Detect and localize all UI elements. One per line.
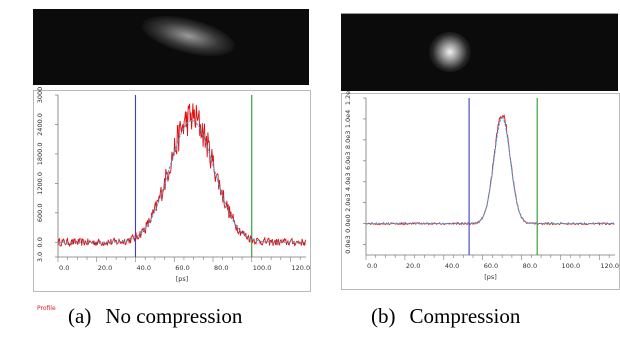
profile-chart-svg: 3.0 0.0 600.0 1200.0 1800.0 2400.0 3000 0.0 20.0…: [36, 87, 310, 283]
y-tick-label: 1200.0: [36, 172, 44, 195]
caption-b: (b) Compression: [371, 304, 520, 329]
measured-profile-line: [57, 103, 306, 248]
x-axis-label: [ps]: [484, 273, 497, 281]
x-tick-label: 80.0: [523, 262, 537, 270]
y-tick-label: 0.0: [36, 237, 44, 247]
y-tick-label: 3000: [36, 87, 44, 104]
streak-signal-blob: [429, 32, 471, 72]
y-tick-label: 2400.0: [36, 113, 44, 136]
y-tick-label: 0.0e3: [344, 235, 352, 253]
streak-image: [33, 9, 309, 85]
caption-text: Compression: [409, 304, 521, 328]
y-tick-label: 3.0: [36, 252, 44, 262]
y-tick-label: 6.0e3: [344, 152, 352, 170]
y-tick-label: 4.0e3: [344, 172, 352, 190]
panel-no-compression: 3.0 0.0 600.0 1200.0 1800.0 2400.0 3000 0.0 20.0…: [33, 9, 311, 329]
x-tick-label: 20.0: [406, 262, 420, 270]
y-tick-label: 1800.0: [36, 143, 44, 166]
profile-plot: 0.0e3 0.0e0 2.0e3 4.0e3 6.0e3 8.0e3 1.0e4 1.2e 0…: [341, 91, 620, 290]
profile-plot: 3.0 0.0 600.0 1200.0 1800.0 2400.0 3000 0.0 20.0…: [33, 87, 311, 292]
x-tick-label: 0.0: [59, 264, 69, 272]
panel-compression: 0.0e3 0.0e0 2.0e3 4.0e3 6.0e3 8.0e3 1.0e4 1.2e 0…: [313, 0, 620, 338]
y-tick-label: 8.0e3: [344, 131, 352, 149]
streak-image: [341, 13, 618, 91]
x-tick-label: 100.0: [253, 264, 272, 272]
y-tick-label: 1.0e4: [344, 110, 352, 128]
x-tick-label: 40.0: [445, 262, 459, 270]
y-tick-label: 0.0e0: [344, 214, 352, 232]
caption-text: No compression: [105, 304, 243, 328]
x-tick-label: 40.0: [137, 264, 151, 272]
x-tick-label: 60.0: [175, 264, 189, 272]
caption-a: (a) No compression: [68, 304, 242, 329]
streak-signal-blob: [138, 9, 239, 64]
plot-area: 0.0e3 0.0e0 2.0e3 4.0e3 6.0e3 8.0e3 1.0e4 1.2e 0…: [344, 91, 619, 281]
measured-profile-line: [365, 114, 615, 226]
profile-chart-svg: 0.0e3 0.0e0 2.0e3 4.0e3 6.0e3 8.0e3 1.0e4 1.2e 0…: [344, 91, 619, 281]
fit-curve-line: [58, 119, 306, 243]
x-tick-label: 60.0: [484, 262, 498, 270]
caption-tag: (b): [371, 304, 396, 328]
x-tick-label: 100.0: [562, 262, 581, 270]
fit-curve-line: [366, 117, 615, 225]
y-tick-label: 1.2e: [344, 91, 352, 105]
x-tick-label: 120.0: [600, 262, 619, 270]
x-axis-label: [ps]: [176, 275, 189, 283]
x-tick-label: 80.0: [214, 264, 228, 272]
x-tick-label: 20.0: [98, 264, 112, 272]
profile-label: Profile: [37, 305, 56, 312]
x-tick-label: 0.0: [367, 262, 377, 270]
plot-area: 3.0 0.0 600.0 1200.0 1800.0 2400.0 3000 0.0 20.0…: [36, 87, 310, 283]
x-tick-label: 120.0: [292, 264, 311, 272]
y-tick-label: 2.0e3: [344, 193, 352, 211]
caption-tag: (a): [68, 304, 92, 328]
y-tick-label: 600.0: [36, 204, 44, 223]
